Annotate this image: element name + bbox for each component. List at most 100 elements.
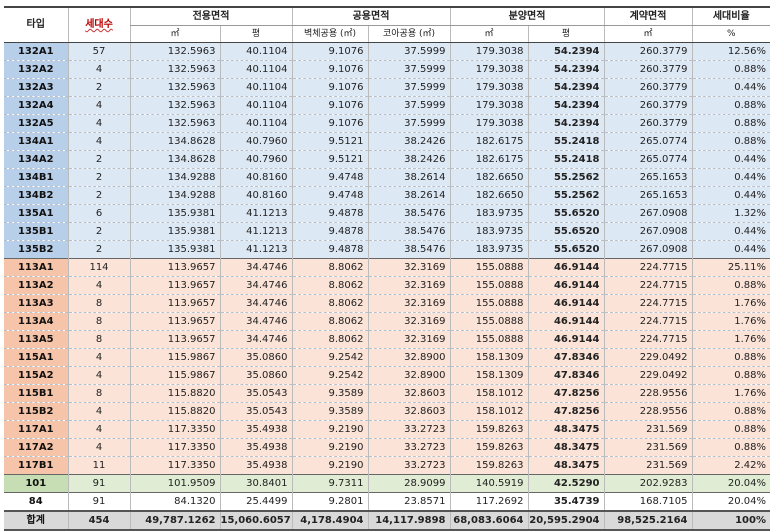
cell-sale-pyeong: 48.3475 [527,456,604,475]
cell-contract-m2: 224.7715 [603,258,692,277]
cell-core-common: 33.2723 [367,420,450,439]
cell-exclusive-pyeong: 40.1104 [219,78,292,97]
cell-ratio: 0.44% [691,78,770,97]
header-common-area: 공용면적 [291,6,450,26]
cell-wall-common: 9.4748 [291,186,368,205]
cell-wall-common: 9.2542 [291,348,368,367]
cell-core-common: 33.2723 [367,438,450,457]
table-row: 113A4 8 113.9657 34.4746 8.8062 32.3169 155.08… [4,312,770,331]
cell-sale-m2: 182.6650 [449,186,528,205]
table-row: 132A1 57 132.5963 40.1104 9.1076 37.5999 179.3… [4,42,770,61]
cell-sale-pyeong: 47.8346 [527,366,604,385]
cell-core-common: 28.9099 [367,474,450,493]
subheader-sale-m2: ㎡ [449,25,528,43]
cell-ratio: 20.04% [691,492,770,512]
cell-units: 4 [67,366,130,385]
cell-sale-m2: 182.6650 [449,168,528,187]
total-exclusive-pyeong: 15,060.6057 [219,510,292,531]
cell-exclusive-pyeong: 30.8401 [219,474,292,493]
cell-ratio: 1.32% [691,204,770,223]
cell-exclusive-m2: 113.9657 [129,276,220,295]
cell-sale-pyeong: 47.8256 [527,402,604,421]
header-unit-ratio: 세대비율 [691,6,770,26]
table-header: 타입 세대수 전용면적 공용면적 분양면적 계약면적 세대비율 ㎡ 평 벽체공용… [4,6,770,43]
cell-type: 132A4 [4,96,68,115]
subheader-core-common: 코아공용 (㎡) [367,25,450,43]
cell-sale-pyeong: 46.9144 [527,294,604,313]
cell-exclusive-m2: 101.9509 [129,474,220,493]
cell-exclusive-m2: 132.5963 [129,78,220,97]
cell-sale-m2: 155.0888 [449,294,528,313]
table-row: 113A1 114 113.9657 34.4746 8.8062 32.3169 155.… [4,258,770,277]
cell-type: 135B1 [4,222,68,241]
cell-sale-m2: 183.9735 [449,240,528,259]
cell-core-common: 37.5999 [367,78,450,97]
cell-sale-m2: 182.6175 [449,150,528,169]
cell-units: 4 [67,420,130,439]
cell-ratio: 12.56% [691,42,770,61]
cell-contract-m2: 265.1653 [603,168,692,187]
cell-units: 4 [67,132,130,151]
cell-sale-pyeong: 48.3475 [527,420,604,439]
cell-ratio: 0.88% [691,402,770,421]
total-ratio: 100% [691,510,770,531]
cell-sale-pyeong: 46.9144 [527,258,604,277]
cell-exclusive-pyeong: 40.1104 [219,42,292,61]
cell-ratio: 0.88% [691,366,770,385]
cell-contract-m2: 228.9556 [603,402,692,421]
cell-core-common: 37.5999 [367,96,450,115]
cell-sale-m2: 183.9735 [449,204,528,223]
cell-exclusive-pyeong: 40.1104 [219,60,292,79]
table-row: 134B2 2 134.9288 40.8160 9.4748 38.2614 182.66… [4,186,770,205]
table-row: 134A2 2 134.8628 40.7960 9.5121 38.2426 182.61… [4,150,770,169]
header-exclusive-area: 전용면적 [129,6,292,26]
cell-sale-pyeong: 46.9144 [527,276,604,295]
cell-exclusive-pyeong: 41.1213 [219,204,292,223]
table-row: 84 91 84.1320 25.4499 9.2801 23.8571 117.2692 3… [4,492,770,512]
cell-units: 57 [67,42,130,61]
cell-exclusive-m2: 134.9288 [129,186,220,205]
cell-exclusive-m2: 117.3350 [129,456,220,475]
table-row: 132A3 2 132.5963 40.1104 9.1076 37.5999 179.30… [4,78,770,97]
cell-wall-common: 9.1076 [291,42,368,61]
cell-wall-common: 9.2190 [291,438,368,457]
cell-sale-m2: 182.6175 [449,132,528,151]
cell-ratio: 1.76% [691,330,770,349]
cell-type: 132A2 [4,60,68,79]
header-contract-area: 계약면적 [603,6,692,26]
cell-exclusive-pyeong: 40.1104 [219,114,292,133]
cell-sale-m2: 158.1012 [449,402,528,421]
cell-wall-common: 9.4878 [291,240,368,259]
cell-ratio: 0.88% [691,60,770,79]
cell-units: 4 [67,96,130,115]
cell-contract-m2: 265.0774 [603,132,692,151]
cell-sale-pyeong: 54.2394 [527,78,604,97]
cell-units: 2 [67,168,130,187]
cell-exclusive-m2: 132.5963 [129,114,220,133]
cell-wall-common: 9.1076 [291,96,368,115]
cell-exclusive-m2: 132.5963 [129,96,220,115]
cell-core-common: 37.5999 [367,42,450,61]
cell-wall-common: 9.1076 [291,60,368,79]
subheader-contract-m2: ㎡ [603,25,692,43]
cell-units: 4 [67,402,130,421]
cell-units: 2 [67,186,130,205]
cell-ratio: 0.44% [691,186,770,205]
table-row: 132A4 4 132.5963 40.1104 9.1076 37.5999 179.30… [4,96,770,115]
table-row: 132A5 4 132.5963 40.1104 9.1076 37.5999 179.30… [4,114,770,133]
cell-sale-m2: 179.3038 [449,78,528,97]
cell-type: 135B2 [4,240,68,259]
cell-units: 91 [67,474,130,493]
cell-exclusive-m2: 115.8820 [129,402,220,421]
cell-core-common: 37.5999 [367,60,450,79]
cell-sale-m2: 159.8263 [449,438,528,457]
cell-exclusive-pyeong: 40.8160 [219,168,292,187]
cell-contract-m2: 229.0492 [603,348,692,367]
cell-type: 113A2 [4,276,68,295]
cell-exclusive-m2: 117.3350 [129,420,220,439]
cell-contract-m2: 260.3779 [603,114,692,133]
total-sale-m2: 68,083.6064 [449,510,528,531]
cell-sale-m2: 155.0888 [449,330,528,349]
cell-wall-common: 9.4878 [291,222,368,241]
cell-type: 117A1 [4,420,68,439]
